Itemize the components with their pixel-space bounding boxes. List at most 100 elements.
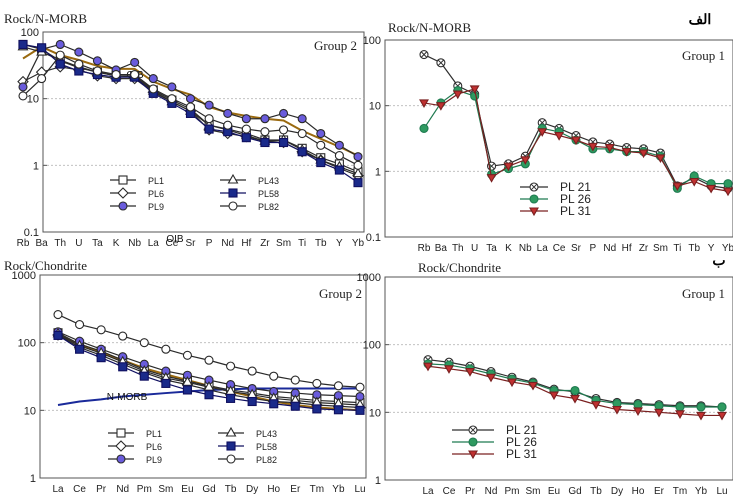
x-tick-label: Dy	[611, 486, 623, 497]
x-tick-label: K	[113, 238, 120, 249]
x-tick-label: Rb	[418, 243, 431, 254]
legend-marker	[468, 425, 478, 435]
legend-tl: PL1 PL6 PL9 PL43 PL58 PL82	[110, 173, 279, 212]
data-point	[269, 399, 279, 409]
x-tick-label: Ba	[435, 243, 448, 254]
data-point	[181, 376, 193, 386]
data-point	[75, 320, 85, 330]
data-point	[549, 391, 559, 401]
legend-label: PL 26	[506, 435, 537, 449]
legend-label: PL9	[148, 202, 164, 212]
data-point	[503, 162, 514, 172]
legend-label: PL1	[146, 429, 162, 439]
data-point	[167, 94, 177, 104]
x-tick-label: Tm	[673, 486, 687, 497]
chart-tr: 100 10 1 0.1 Rb Ba Th U Ta K Nb La Ce Sr P Nd Hf Zr Sm Ti Tb…	[363, 20, 733, 254]
reference-label: N-MORB	[107, 392, 148, 403]
data-point	[507, 378, 517, 388]
data-point	[435, 102, 446, 111]
legend-marker	[227, 173, 239, 184]
x-tick-label: Gd	[202, 484, 215, 495]
series-line	[423, 54, 729, 189]
legend-label: PL6	[148, 189, 164, 199]
x-tick-label: Lu	[716, 486, 727, 497]
data-point	[161, 378, 171, 388]
legend-item: PL 21	[520, 180, 591, 194]
legend-item: PL 26	[452, 435, 537, 449]
data-point	[241, 124, 251, 134]
data-point	[53, 330, 63, 340]
y-tick-label: 100	[18, 338, 36, 350]
x-tick-label: Ce	[165, 238, 178, 249]
x-tick-label: Hf	[622, 243, 632, 254]
data-point	[717, 402, 727, 412]
legend-item: PL9	[108, 454, 162, 465]
data-point	[570, 394, 580, 404]
data-point	[279, 125, 289, 135]
y-tick-label: 100	[21, 27, 39, 39]
y-tick-label: 1000	[357, 272, 381, 284]
data-point	[204, 124, 214, 134]
data-point	[226, 393, 236, 403]
y-tick-label: 10	[369, 101, 381, 113]
y-tick-label: 1	[30, 473, 36, 485]
data-point	[241, 133, 251, 143]
chart-br: 1000 100 10 1 La Ce Pr Nd Pm Sm Eu Gd Tb Dy Ho Er Tm Yb Lu…	[357, 260, 733, 497]
data-point	[612, 405, 622, 415]
chart-title: Rock/N-MORB	[388, 20, 471, 35]
y-tick-label: 100	[363, 35, 381, 47]
data-point	[316, 128, 326, 139]
x-tick-label: Dy	[246, 484, 258, 495]
x-tick-label: P	[590, 243, 597, 254]
legend-marker	[468, 450, 478, 460]
chart-tl: 100 10 1 0.1Rb Ba Th U Ta K Nb La Ce Sr P Nd Hf Zr Sm Ti Tb…	[4, 11, 365, 249]
x-tick-label: Pr	[465, 486, 476, 497]
data-point	[316, 158, 326, 168]
legend-marker-cross	[530, 183, 538, 191]
figure-label-a: الف	[689, 11, 712, 27]
legend-item: PL82	[218, 454, 277, 465]
legend-marker	[228, 201, 238, 211]
x-tick-label: Eu	[548, 486, 560, 497]
x-tick-label: Tb	[590, 486, 602, 497]
x-tick-label: Ti	[298, 238, 306, 249]
x-tick-label: Gd	[568, 486, 581, 497]
series-pl6	[17, 61, 364, 182]
data-point	[55, 39, 65, 50]
series-pl58	[53, 330, 365, 415]
x-tick-label: Yb	[722, 243, 733, 254]
series-pl9	[18, 39, 363, 162]
x-tick-label: La	[537, 243, 549, 254]
data-point	[18, 82, 28, 92]
legend-item: PL 31	[520, 204, 591, 218]
data-point	[528, 381, 538, 391]
legend-label: PL58	[256, 442, 277, 452]
x-tick-label: K	[505, 243, 512, 254]
y-tick-label: 10	[24, 405, 36, 417]
data-point	[139, 371, 149, 381]
group-label: Group 1	[682, 286, 725, 301]
x-tick-label: Y	[708, 243, 715, 254]
data-point	[53, 310, 63, 320]
x-tick-label: Ta	[486, 243, 497, 254]
plot-frame-tr	[384, 39, 733, 238]
legend-label: PL 31	[560, 204, 591, 218]
x-tick-label: Yb	[352, 238, 365, 249]
x-tick-label: Th	[452, 243, 464, 254]
data-point	[55, 50, 65, 60]
data-point	[633, 407, 643, 417]
data-point	[96, 325, 106, 335]
data-point	[333, 381, 343, 391]
data-point	[352, 167, 364, 178]
data-point	[185, 102, 196, 112]
data-point	[423, 362, 433, 372]
x-tick-label: Y	[336, 238, 343, 249]
data-point	[290, 375, 300, 385]
legend-item: PL9	[110, 201, 164, 212]
x-tick-label: U	[75, 238, 82, 249]
data-point	[706, 184, 717, 194]
group-label: Group 2	[314, 38, 357, 53]
legend-marker	[468, 437, 478, 447]
legend-marker	[529, 207, 539, 217]
x-tick-label: Er	[654, 486, 665, 497]
